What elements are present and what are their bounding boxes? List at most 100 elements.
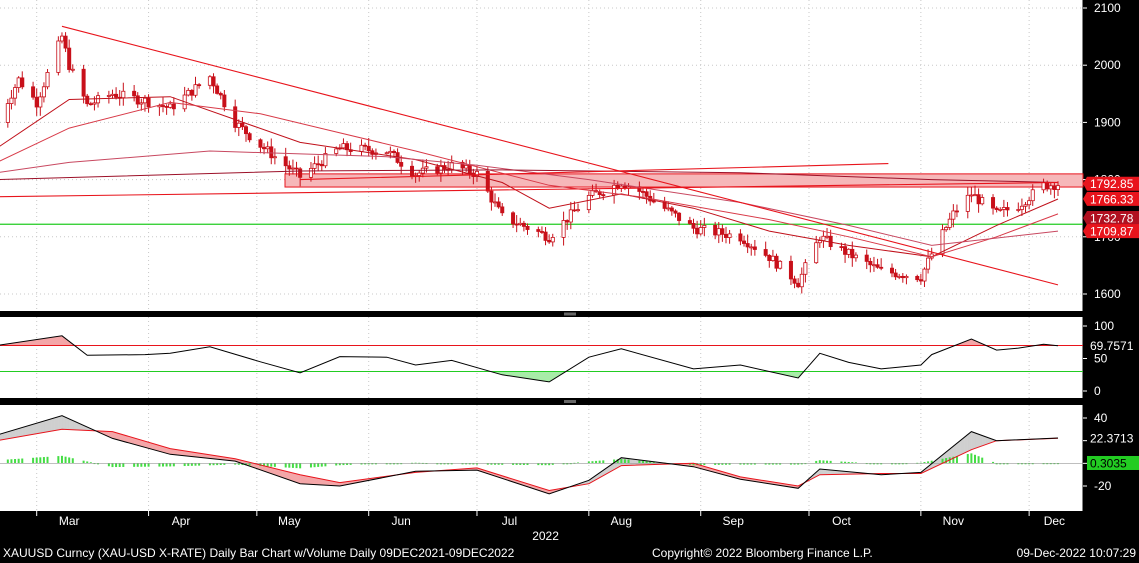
macd-histogram-bar <box>577 462 580 464</box>
candle-body <box>135 95 140 105</box>
candle-body <box>792 278 797 284</box>
macd-histogram-bar <box>1002 463 1005 465</box>
candle-body <box>965 194 970 212</box>
footer-bar: XAUUSD Curncy (XAU-USD X-RATE) Daily Bar… <box>0 543 1139 563</box>
candle-body <box>586 195 591 211</box>
macd-histogram-bar <box>540 463 543 466</box>
candle-body <box>889 267 894 274</box>
macd-histogram-bar <box>371 463 374 465</box>
candle-body <box>464 165 469 169</box>
macd-histogram-bar <box>981 457 984 464</box>
candle-body <box>1023 204 1028 207</box>
macd-histogram-bar <box>616 459 619 464</box>
macd-histogram-bar <box>237 463 240 465</box>
candle-body <box>5 103 10 123</box>
macd-histogram-bar <box>894 463 897 465</box>
candle-body <box>951 210 956 220</box>
candle-body <box>222 94 227 108</box>
macd-histogram-bar <box>162 463 165 467</box>
candle-body <box>161 105 166 107</box>
macd-panel-bg <box>0 405 1083 511</box>
macd-histogram-bar <box>815 460 818 464</box>
candle-body <box>752 246 757 250</box>
candle-body <box>384 152 389 155</box>
macd-histogram-bar <box>374 463 377 465</box>
candle-body <box>110 93 115 96</box>
trendline-2 <box>0 181 1059 198</box>
macd-histogram-bar <box>927 461 930 464</box>
candle-body <box>359 144 364 152</box>
candle-body <box>539 231 544 233</box>
macd-histogram-bar <box>515 463 518 465</box>
macd-histogram-bar <box>342 463 345 466</box>
candle-body <box>518 222 523 225</box>
macd-histogram-bar <box>739 463 742 465</box>
candle-body <box>265 146 270 150</box>
candle-body <box>994 207 999 211</box>
macd-fill-segment <box>32 422 37 435</box>
candle-body <box>70 68 75 71</box>
macd-histogram-bar <box>497 463 500 465</box>
candle-body <box>363 144 368 147</box>
candle-body <box>193 84 198 96</box>
macd-histogram-bar <box>122 463 125 467</box>
rsi-last-label: 69.7571 <box>1090 339 1134 353</box>
candle-body <box>969 194 974 197</box>
macd-histogram-bar <box>941 458 944 464</box>
candle-body <box>926 257 931 270</box>
macd-histogram-bar <box>494 463 497 465</box>
candle-body <box>233 106 238 128</box>
candle-body <box>9 97 14 104</box>
macd-fill-segment <box>25 425 30 436</box>
macd-histogram-bar <box>143 463 146 467</box>
macd-histogram-bar <box>840 461 843 464</box>
macd-histogram-bar <box>208 463 211 466</box>
candle-body <box>716 228 721 236</box>
macd-histogram-bar <box>1049 463 1052 465</box>
candle-body <box>774 255 779 269</box>
macd-histogram-bar <box>869 463 872 465</box>
macd-histogram-bar <box>97 463 100 465</box>
macd-histogram-bar <box>844 461 847 464</box>
candle-body <box>742 240 747 244</box>
xaxis-month-label-5: Aug <box>611 514 632 528</box>
macd-histogram-bar <box>234 463 237 465</box>
rsi-oversold-fill <box>0 371 1058 382</box>
macd-histogram-bar <box>219 463 222 465</box>
candle-body <box>897 275 902 278</box>
candle-body <box>489 190 494 203</box>
candle-body <box>998 209 1003 211</box>
candle-body <box>980 197 985 205</box>
candle-body <box>258 139 263 148</box>
macd-fill-segment <box>22 426 27 437</box>
macd-histogram-bar <box>385 463 388 465</box>
price-label-box-1 <box>1083 176 1139 191</box>
xaxis-month-label-2: May <box>278 514 301 528</box>
macd-histogram-bar <box>992 461 995 464</box>
candle-body <box>13 87 18 99</box>
macd-histogram-bar <box>42 457 45 464</box>
macd-ytick-label-0: -20 <box>1094 479 1112 493</box>
moving-average-line-3 <box>0 150 1059 246</box>
macd-histogram-bar <box>779 463 782 465</box>
macd-histogram-bar <box>692 463 695 466</box>
macd-histogram-bar <box>82 460 85 464</box>
candle-body <box>146 97 151 108</box>
macd-histogram-bar <box>443 463 446 465</box>
candle-body <box>568 209 573 223</box>
macd-histogram-bar <box>223 463 226 465</box>
macd-histogram-bar <box>800 463 803 465</box>
macd-histogram-bar <box>746 463 749 465</box>
candle-body <box>738 233 743 242</box>
macd-histogram-bar <box>392 463 395 465</box>
candle-body <box>687 220 692 224</box>
macd-histogram-bar <box>548 463 551 466</box>
candle-body <box>218 93 223 96</box>
macd-histogram-bar <box>169 463 172 467</box>
candle-body <box>991 197 996 209</box>
macd-histogram-bar <box>472 463 475 465</box>
macd-histogram-bar <box>1042 463 1045 465</box>
macd-histogram-last-label: 0.3035 <box>1090 456 1127 470</box>
candle-body <box>59 35 64 42</box>
macd-splitter <box>564 400 576 403</box>
